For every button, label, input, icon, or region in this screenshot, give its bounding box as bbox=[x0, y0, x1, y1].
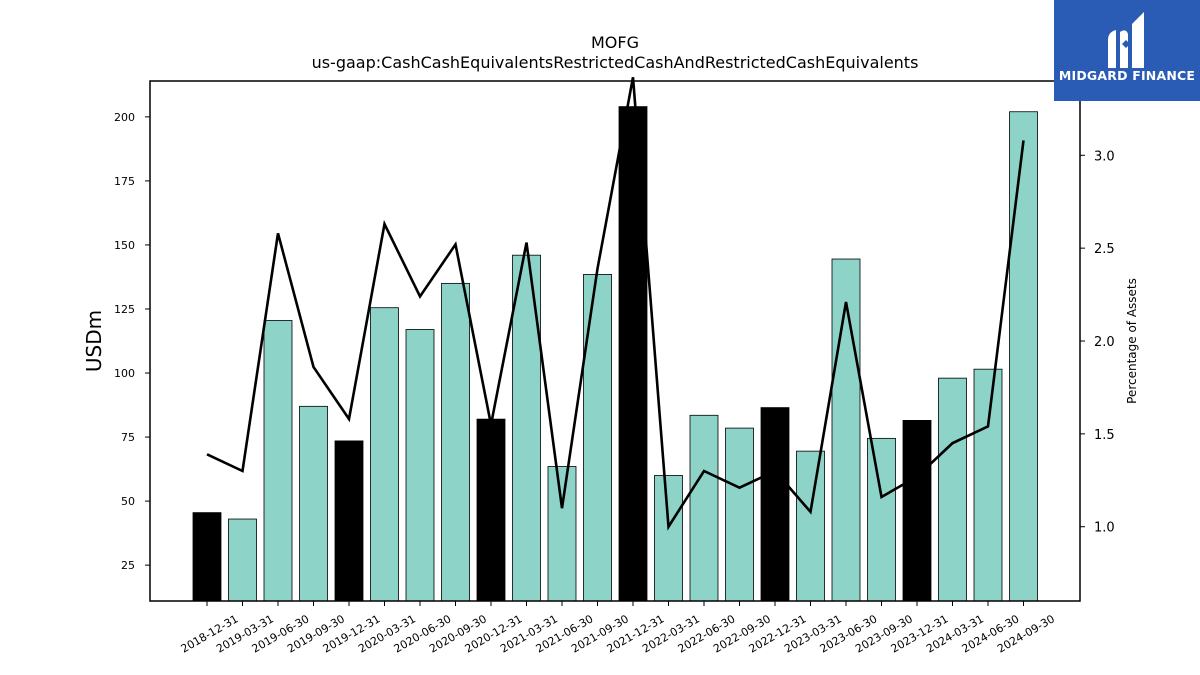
bar-2020-06-30 bbox=[405, 329, 435, 602]
y-tick-label: 150 bbox=[114, 239, 135, 252]
chart-subtitle: us-gaap:CashCashEquivalentsRestrictedCas… bbox=[312, 53, 919, 72]
bar-2020-09-30 bbox=[441, 282, 470, 602]
y2-tick-label: 1.0 bbox=[1094, 521, 1115, 536]
bar-2022-06-30 bbox=[689, 414, 719, 602]
y-tick-label: 75 bbox=[121, 431, 135, 444]
y2-tick-label: 2.5 bbox=[1094, 242, 1115, 257]
midgard-logo-icon bbox=[1108, 12, 1144, 68]
bar-2021-06-30 bbox=[547, 466, 577, 602]
bar-2019-09-30 bbox=[299, 405, 328, 602]
y2-axis-label: Percentage of Assets bbox=[1125, 278, 1139, 404]
bar-2023-03-31 bbox=[796, 450, 825, 602]
bar-2021-09-30 bbox=[583, 273, 612, 602]
y2-tick-label: 1.5 bbox=[1094, 428, 1115, 443]
brand-logo: MIDGARD FINANCE bbox=[1054, 0, 1200, 101]
bar-2024-03-31 bbox=[938, 377, 967, 602]
bar-2023-06-30 bbox=[831, 258, 861, 602]
brand-name: MIDGARD FINANCE bbox=[1058, 68, 1196, 83]
bar-2020-12-31 bbox=[476, 418, 506, 602]
y-axis-label: USDm bbox=[82, 310, 106, 372]
y-axis-left: 25 50 75 100 125 150 175 200 bbox=[114, 111, 150, 572]
y-tick-label: 50 bbox=[121, 495, 135, 508]
y2-tick-label: 3.0 bbox=[1094, 149, 1115, 164]
y-tick-label: 100 bbox=[114, 367, 135, 380]
percentage-line bbox=[206, 77, 1025, 531]
bar-2019-06-30 bbox=[263, 320, 293, 602]
bar-2019-12-31 bbox=[334, 440, 364, 602]
bar-2022-12-31 bbox=[760, 407, 790, 602]
y-tick-label: 125 bbox=[114, 303, 135, 316]
bar-2023-09-30 bbox=[867, 437, 896, 602]
bar-2020-03-31 bbox=[370, 307, 399, 602]
bar-2024-06-30 bbox=[973, 368, 1003, 602]
bar-2022-03-31 bbox=[654, 475, 683, 602]
bar-2019-03-31 bbox=[228, 518, 257, 602]
y-tick-label: 25 bbox=[121, 559, 135, 572]
y-tick-label: 175 bbox=[114, 175, 135, 188]
bar-2021-12-31 bbox=[618, 106, 648, 602]
y-axis-right: 1.0 1.5 2.0 2.5 3.0 bbox=[1080, 149, 1115, 536]
bar-group bbox=[192, 106, 1038, 602]
bar-2024-09-30 bbox=[1009, 111, 1038, 602]
line-group bbox=[206, 77, 1025, 531]
bar-2018-12-31 bbox=[192, 512, 222, 602]
bar-2022-09-30 bbox=[725, 427, 754, 602]
y-tick-label: 200 bbox=[114, 111, 135, 124]
bar-2023-12-31 bbox=[902, 420, 932, 602]
y2-tick-label: 2.0 bbox=[1094, 335, 1115, 350]
x-axis: 2018-12-312019-03-312019-06-302019-09-30… bbox=[179, 601, 1057, 656]
chart-title: MOFG bbox=[591, 33, 639, 52]
